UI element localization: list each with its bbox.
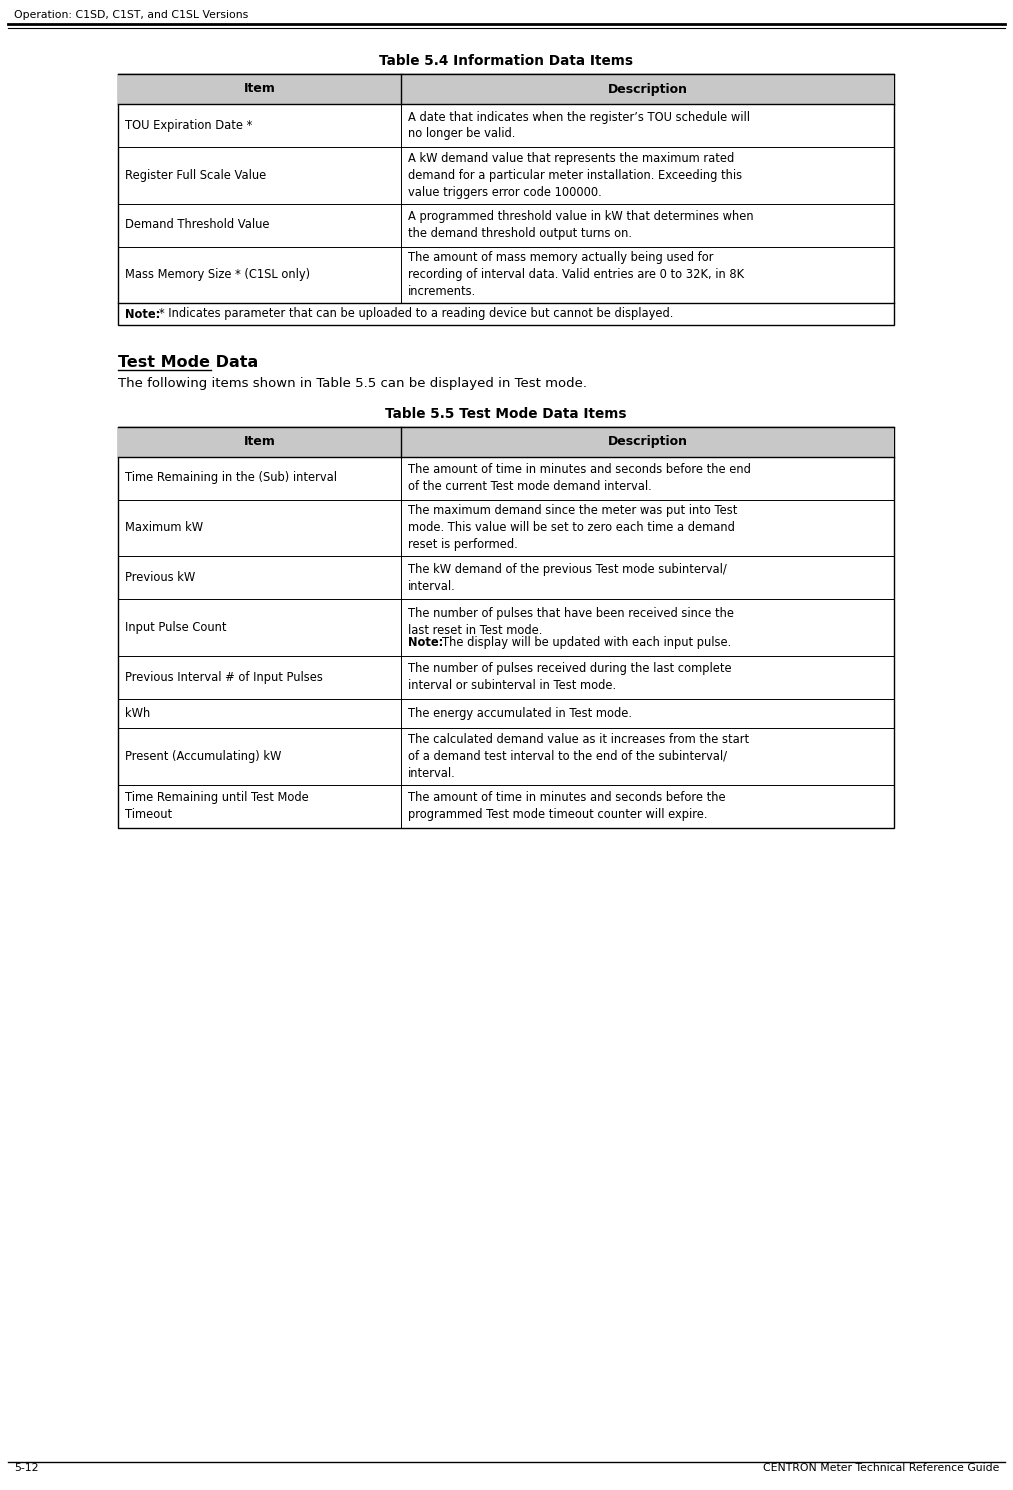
Bar	[118, 74, 894, 325]
Text: Note:: Note:	[125, 307, 160, 320]
Text: Maximum kW: Maximum kW	[125, 522, 204, 535]
Text: kWh: kWh	[125, 706, 150, 720]
Text: Table 5.5 Test Mode Data Items: Table 5.5 Test Mode Data Items	[385, 407, 627, 420]
Text: Register Full Scale Value: Register Full Scale Value	[125, 168, 266, 182]
Text: Previous Interval # of Input Pulses: Previous Interval # of Input Pulses	[125, 670, 323, 684]
Text: Description: Description	[608, 435, 688, 448]
Text: A kW demand value that represents the maximum rated
demand for a particular mete: A kW demand value that represents the ma…	[408, 152, 743, 198]
Text: Note:: Note:	[408, 636, 444, 650]
Text: Time Remaining in the (Sub) interval: Time Remaining in the (Sub) interval	[125, 471, 337, 484]
Text: The number of pulses received during the last complete
interval or subinterval i: The number of pulses received during the…	[408, 662, 731, 691]
Text: Item: Item	[244, 435, 276, 448]
Text: The energy accumulated in Test mode.: The energy accumulated in Test mode.	[408, 706, 632, 720]
Text: The amount of time in minutes and seconds before the end
of the current Test mod: The amount of time in minutes and second…	[408, 463, 751, 493]
Text: Item: Item	[244, 82, 276, 95]
Text: The following items shown in Table 5.5 can be displayed in Test mode.: The following items shown in Table 5.5 c…	[118, 377, 587, 389]
Text: Table 5.4 Information Data Items: Table 5.4 Information Data Items	[379, 54, 633, 69]
Text: The display will be updated with each input pulse.: The display will be updated with each in…	[443, 636, 731, 650]
Text: CENTRON Meter Technical Reference Guide: CENTRON Meter Technical Reference Guide	[763, 1463, 999, 1474]
Text: The amount of mass memory actually being used for
recording of interval data. Va: The amount of mass memory actually being…	[408, 252, 745, 298]
Bar	[118, 74, 894, 104]
Text: A date that indicates when the register’s TOU schedule will
no longer be valid.: A date that indicates when the register’…	[408, 110, 751, 140]
Text: The calculated demand value as it increases from the start
of a demand test inte: The calculated demand value as it increa…	[408, 733, 750, 779]
Text: Input Pulse Count: Input Pulse Count	[125, 621, 227, 633]
Text: Test Mode Data: Test Mode Data	[118, 355, 258, 370]
Text: Description: Description	[608, 82, 688, 95]
Text: The kW demand of the previous Test mode subinterval/
interval.: The kW demand of the previous Test mode …	[408, 563, 727, 593]
Text: 5-12: 5-12	[14, 1463, 38, 1474]
Text: Operation: C1SD, C1ST, and C1SL Versions: Operation: C1SD, C1ST, and C1SL Versions	[14, 10, 248, 19]
Text: Time Remaining until Test Mode
Timeout: Time Remaining until Test Mode Timeout	[125, 791, 309, 821]
Text: Demand Threshold Value: Demand Threshold Value	[125, 219, 269, 231]
Text: The maximum demand since the meter was put into Test
mode. This value will be se: The maximum demand since the meter was p…	[408, 504, 737, 551]
Text: The number of pulses that have been received since the
last reset in Test mode.: The number of pulses that have been rece…	[408, 606, 734, 638]
Text: A programmed threshold value in kW that determines when
the demand threshold out: A programmed threshold value in kW that …	[408, 210, 754, 240]
Text: Mass Memory Size * (C1SL only): Mass Memory Size * (C1SL only)	[125, 268, 310, 282]
Text: Present (Accumulating) kW: Present (Accumulating) kW	[125, 749, 282, 763]
Text: Previous kW: Previous kW	[125, 571, 196, 584]
Text: The amount of time in minutes and seconds before the
programmed Test mode timeou: The amount of time in minutes and second…	[408, 791, 726, 821]
Bar	[118, 426, 894, 827]
Bar	[118, 426, 894, 456]
Text: TOU Expiration Date *: TOU Expiration Date *	[125, 119, 252, 133]
Text: * Indicates parameter that can be uploaded to a reading device but cannot be dis: * Indicates parameter that can be upload…	[159, 307, 674, 320]
